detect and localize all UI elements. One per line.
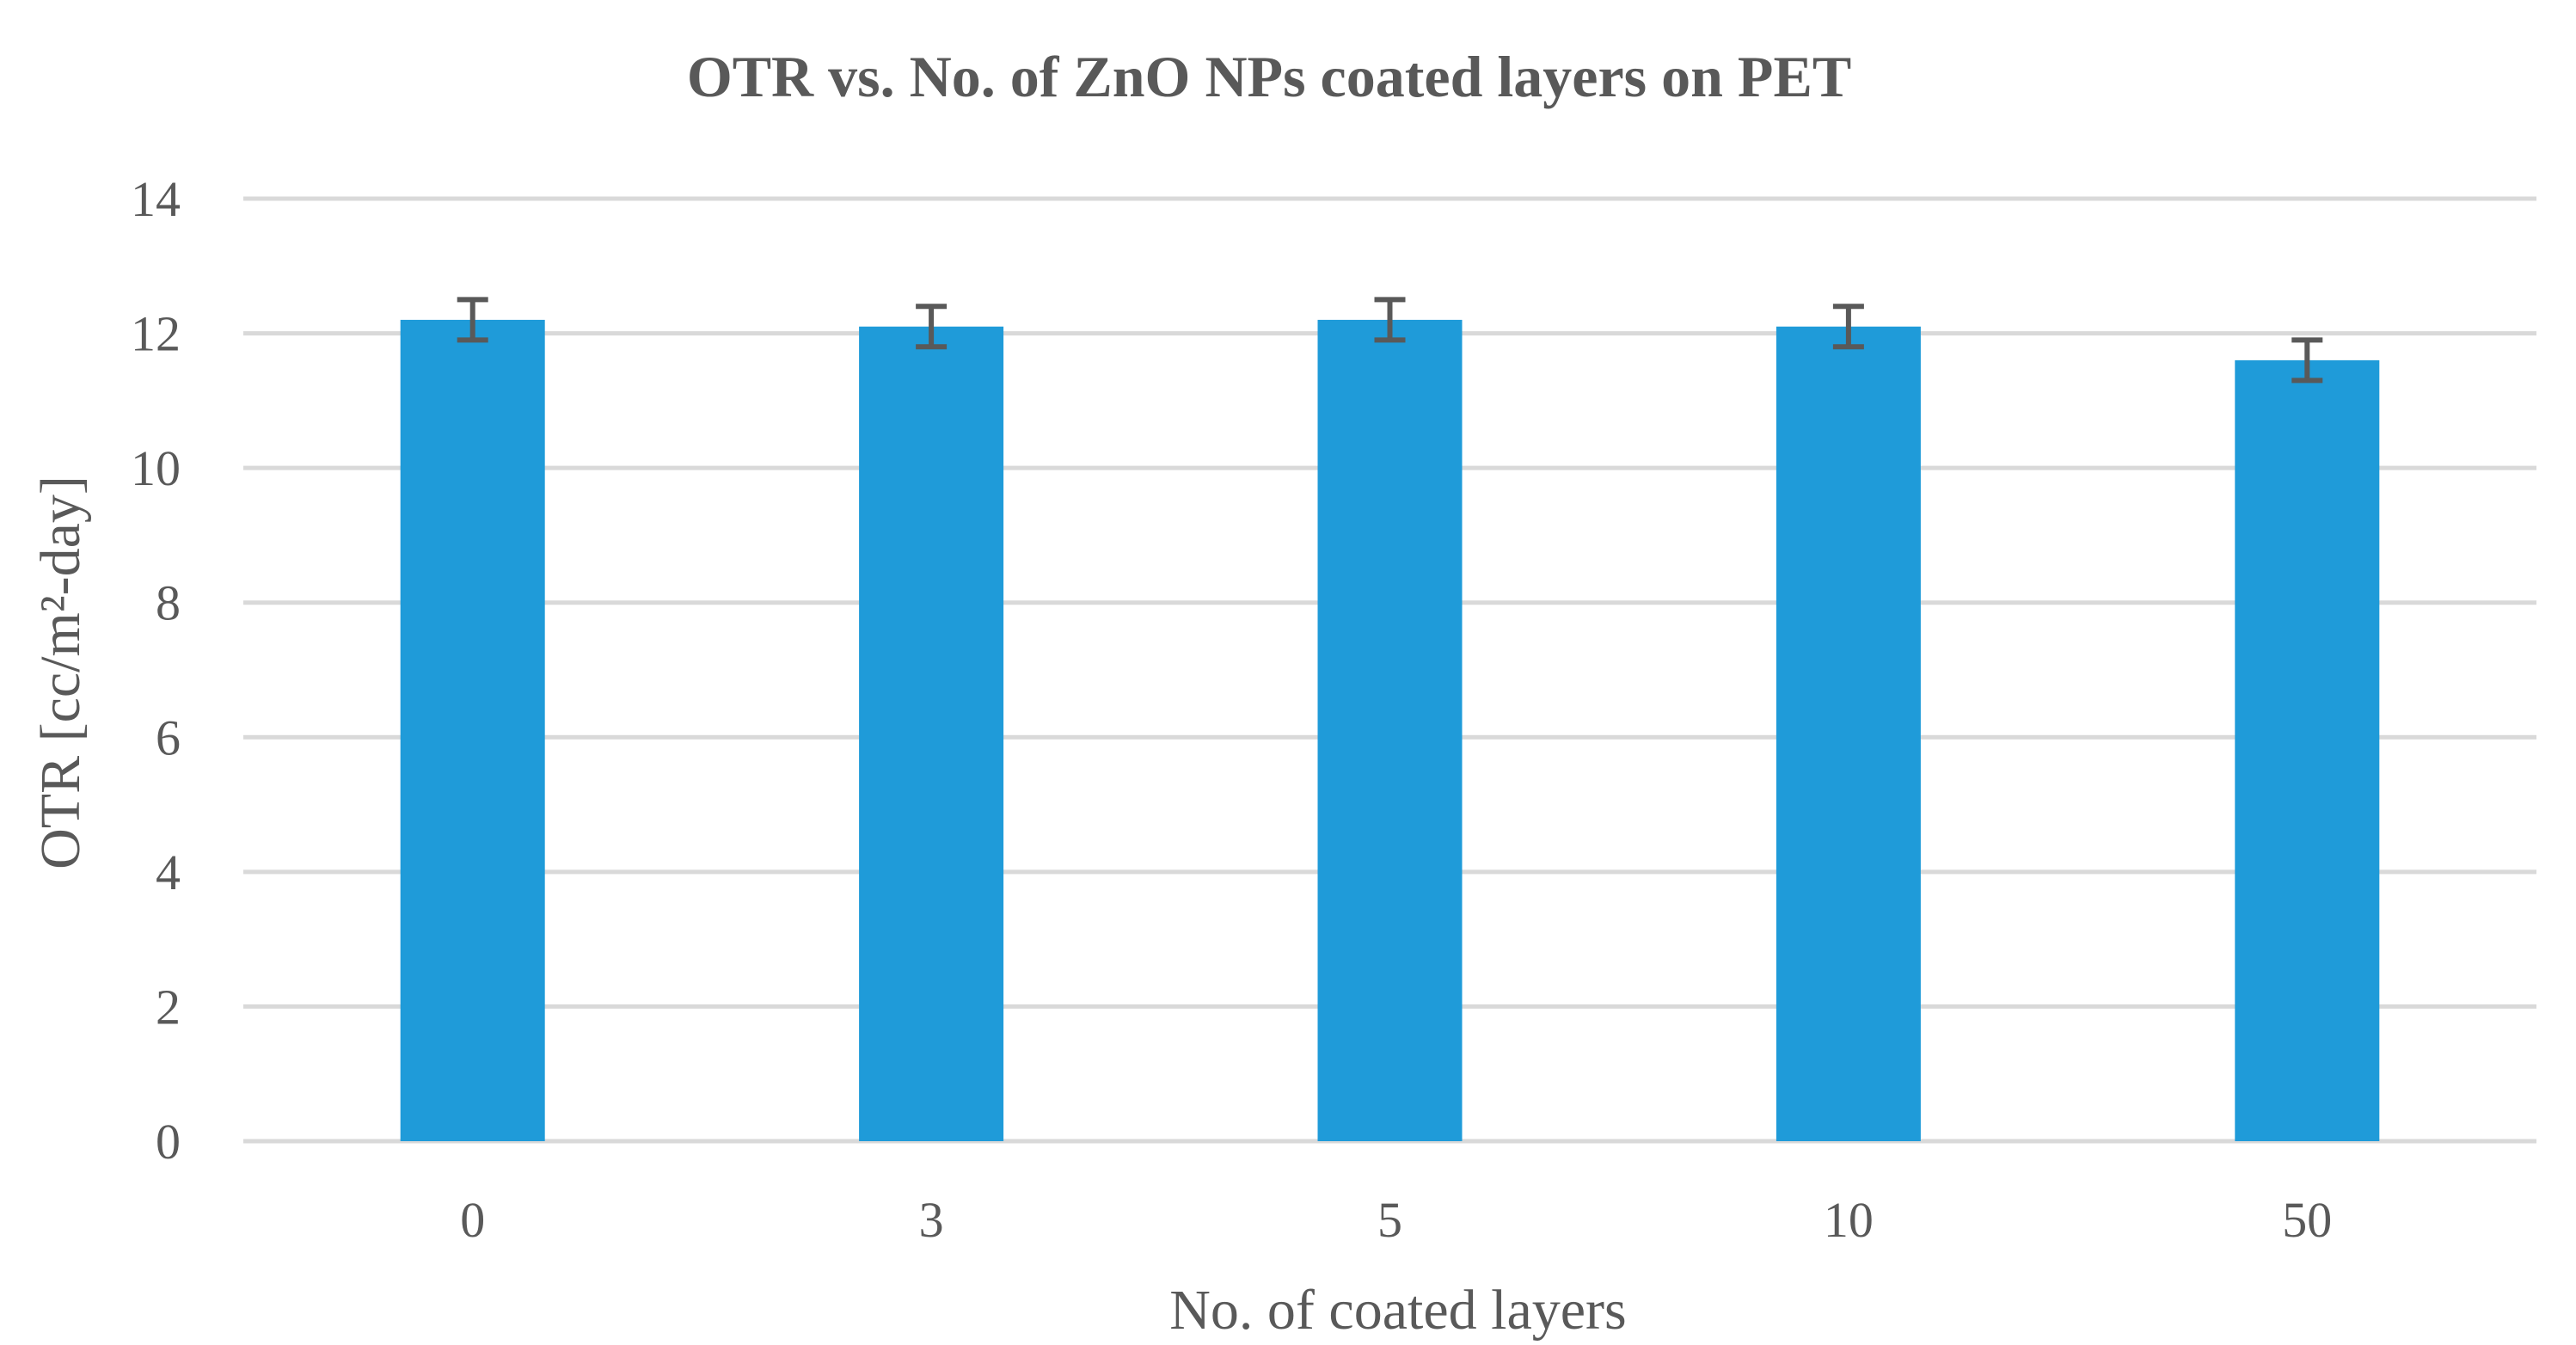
x-tick-label: 5: [1377, 1192, 1402, 1248]
y-tick-label: 8: [156, 575, 181, 631]
bar-50: [2235, 359, 2380, 1141]
error-bars: [457, 297, 2323, 384]
bar-3: [859, 326, 1004, 1141]
chart-title: OTR vs. No. of ZnO NPs coated layers on …: [687, 44, 1851, 109]
x-tick-label: 50: [2282, 1192, 2332, 1248]
y-tick-label: 0: [156, 1114, 181, 1170]
y-tick-label: 10: [131, 440, 181, 496]
y-tick-label: 4: [156, 844, 181, 900]
x-tick-label: 3: [919, 1192, 944, 1248]
bars: [400, 319, 2380, 1141]
x-axis-ticks: 0 3 5 10 50: [460, 1192, 2332, 1248]
y-tick-label: 6: [156, 709, 181, 765]
y-tick-label: 2: [156, 979, 181, 1035]
x-tick-label: 10: [1824, 1192, 1874, 1248]
y-axis-label: OTR [cc/m²-day]: [29, 476, 92, 869]
y-axis-ticks: 0 2 4 6 8 10 12 14: [131, 171, 181, 1170]
error-bar-10: [1832, 304, 1864, 350]
error-bar-50: [2291, 337, 2323, 384]
y-tick-label: 12: [131, 306, 181, 362]
error-bar-5: [1374, 297, 1406, 343]
error-bar-3: [916, 304, 948, 350]
bar-10: [1776, 326, 1921, 1141]
x-axis-label: No. of coated layers: [1169, 1279, 1626, 1342]
x-tick-label: 0: [460, 1192, 485, 1248]
y-tick-label: 14: [131, 171, 181, 227]
bar-0: [400, 319, 545, 1141]
bar-5: [1317, 319, 1463, 1141]
error-bar-0: [457, 297, 488, 343]
